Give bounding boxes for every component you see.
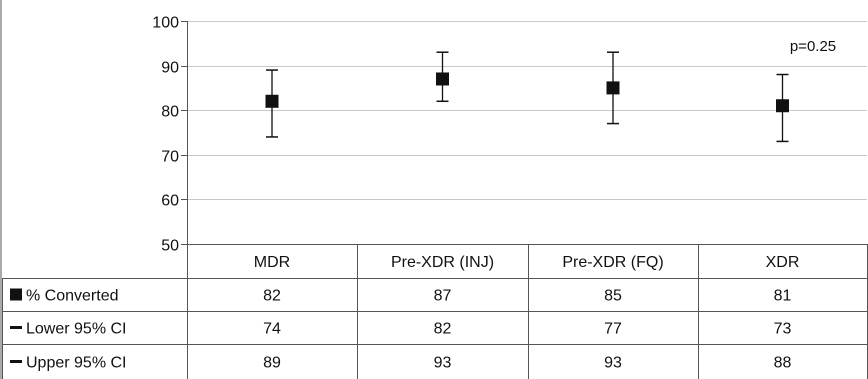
y-tick-label: 60 — [161, 193, 179, 210]
table-cell: 77 — [604, 321, 622, 338]
y-tick-label: 90 — [161, 60, 179, 77]
table-cell: 87 — [434, 288, 452, 305]
table-cell: 82 — [263, 288, 281, 305]
table-row-label: Lower 95% CI — [26, 321, 127, 338]
x-category-label: MDR — [254, 254, 290, 271]
table-cell: 93 — [434, 355, 452, 372]
data-point — [265, 94, 279, 108]
legend-key-square — [10, 288, 22, 301]
table-cell: 81 — [774, 288, 792, 305]
p-value-annotation: p=0.25 — [790, 38, 836, 55]
plot-marks — [265, 51, 789, 143]
y-tick-label: 70 — [161, 149, 179, 166]
table-row-label: % Converted — [26, 288, 119, 305]
legend-key-dash — [10, 326, 22, 329]
x-category-label: Pre-XDR (FQ) — [562, 254, 663, 271]
legend-key-dash — [10, 360, 22, 363]
y-axis: 50 60 70 80 90 100 — [0, 0, 188, 379]
data-point — [606, 81, 620, 95]
data-table: MDR Pre-XDR (INJ) Pre-XDR (FQ) XDR % Convert… — [2, 244, 868, 379]
table-cell: 74 — [263, 321, 281, 338]
y-tick-label: 50 — [161, 238, 179, 255]
y-tick-label: 100 — [152, 15, 179, 32]
table-cell: 88 — [774, 355, 792, 372]
table-row-label: Upper 95% CI — [26, 355, 127, 372]
table-cell: 73 — [774, 321, 792, 338]
gridlines — [187, 21, 867, 200]
data-point — [776, 99, 789, 113]
table-cell: 93 — [604, 355, 622, 372]
table-cell: 82 — [434, 321, 452, 338]
y-tick-label: 80 — [161, 104, 179, 121]
x-category-label: Pre-XDR (INJ) — [391, 254, 494, 271]
data-point — [436, 72, 449, 86]
table-cell: 89 — [263, 355, 281, 372]
x-category-label: XDR — [766, 254, 800, 271]
table-cell: 85 — [604, 288, 622, 305]
